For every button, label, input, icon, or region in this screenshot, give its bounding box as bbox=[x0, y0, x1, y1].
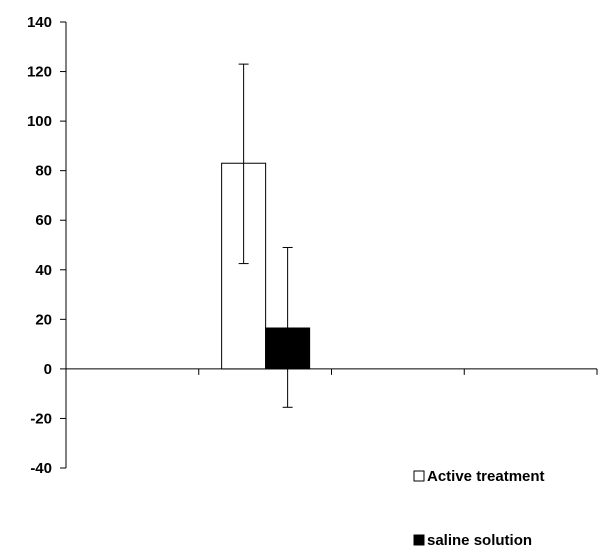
y-tick-label: 60 bbox=[35, 212, 52, 229]
legend-label: Active treatment bbox=[427, 468, 545, 485]
y-tick-label: 120 bbox=[27, 64, 52, 81]
y-tick-label: -20 bbox=[30, 410, 52, 427]
y-tick-label: -40 bbox=[30, 460, 52, 477]
legend-label: saline solution bbox=[427, 532, 532, 549]
x-axis bbox=[65, 368, 598, 375]
error-bars bbox=[238, 63, 293, 408]
legend: Active treatment saline solution bbox=[413, 468, 545, 549]
legend-swatch bbox=[413, 534, 425, 546]
y-tick-label: 0 bbox=[44, 361, 52, 378]
legend-swatch bbox=[413, 470, 425, 482]
y-tick-label: 40 bbox=[35, 262, 52, 279]
y-tick-label: 140 bbox=[27, 14, 52, 31]
y-tick-label: 20 bbox=[35, 311, 52, 328]
y-axis: -40 -20 0 20 40 60 80 100 120 140 bbox=[27, 14, 67, 477]
bars bbox=[221, 162, 311, 370]
y-tick-label: 80 bbox=[35, 163, 52, 180]
y-tick-label: 100 bbox=[27, 113, 52, 130]
